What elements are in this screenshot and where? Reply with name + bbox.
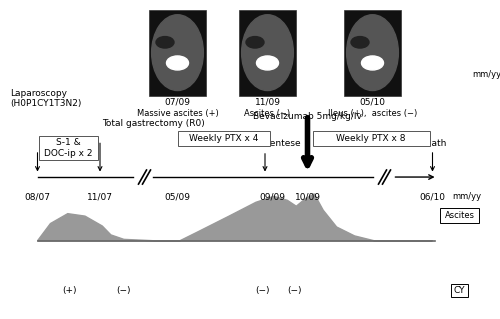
Text: Weekly PTX x 8: Weekly PTX x 8 (336, 134, 406, 143)
Text: Total gastrectomy (R0): Total gastrectomy (R0) (102, 119, 206, 128)
Text: (+): (+) (62, 286, 77, 295)
Text: 09/09: 09/09 (260, 192, 285, 201)
Text: Paracentese: Paracentese (244, 139, 300, 148)
Text: 08/07: 08/07 (24, 192, 50, 201)
Circle shape (256, 56, 278, 70)
FancyBboxPatch shape (39, 137, 98, 160)
Text: Bevacizumab 5mg/kg/iv: Bevacizumab 5mg/kg/iv (253, 112, 362, 121)
FancyBboxPatch shape (312, 131, 430, 146)
Text: 07/09: 07/09 (164, 97, 190, 106)
Ellipse shape (152, 15, 204, 91)
Circle shape (362, 56, 384, 70)
Circle shape (351, 37, 369, 48)
Circle shape (246, 37, 264, 48)
Polygon shape (38, 194, 432, 241)
FancyBboxPatch shape (178, 131, 270, 146)
Text: 10/09: 10/09 (294, 192, 320, 201)
Text: Ascites: Ascites (444, 211, 474, 220)
Text: mm/yy: mm/yy (452, 192, 482, 201)
Text: CY: CY (454, 286, 465, 295)
Text: 11/07: 11/07 (87, 192, 113, 201)
Ellipse shape (242, 15, 294, 91)
Circle shape (166, 56, 188, 70)
Ellipse shape (346, 15, 399, 91)
Text: (−): (−) (116, 286, 131, 295)
Text: Ascites (−): Ascites (−) (244, 109, 290, 118)
FancyBboxPatch shape (440, 208, 479, 223)
Circle shape (156, 37, 174, 48)
Text: S-1 &
DOC-ip x 2: S-1 & DOC-ip x 2 (44, 138, 92, 159)
Text: Laparoscopy
(H0P1CY1T3N2): Laparoscopy (H0P1CY1T3N2) (10, 89, 82, 108)
Text: Death: Death (419, 139, 446, 148)
Text: Weekly PTX x 4: Weekly PTX x 4 (189, 134, 258, 143)
Bar (239, 10, 296, 96)
Text: (−): (−) (256, 286, 270, 295)
Bar (149, 10, 206, 96)
Text: (−): (−) (287, 286, 302, 295)
Text: 06/10: 06/10 (420, 192, 446, 201)
Text: 11/09: 11/09 (254, 97, 280, 106)
Text: mm/yy: mm/yy (472, 70, 500, 79)
Text: Massive ascites (+): Massive ascites (+) (136, 109, 218, 118)
Text: Ileus (+),  ascites (−): Ileus (+), ascites (−) (328, 109, 417, 118)
Bar (344, 10, 401, 96)
Text: 05/09: 05/09 (164, 192, 190, 201)
Text: 05/10: 05/10 (360, 97, 386, 106)
